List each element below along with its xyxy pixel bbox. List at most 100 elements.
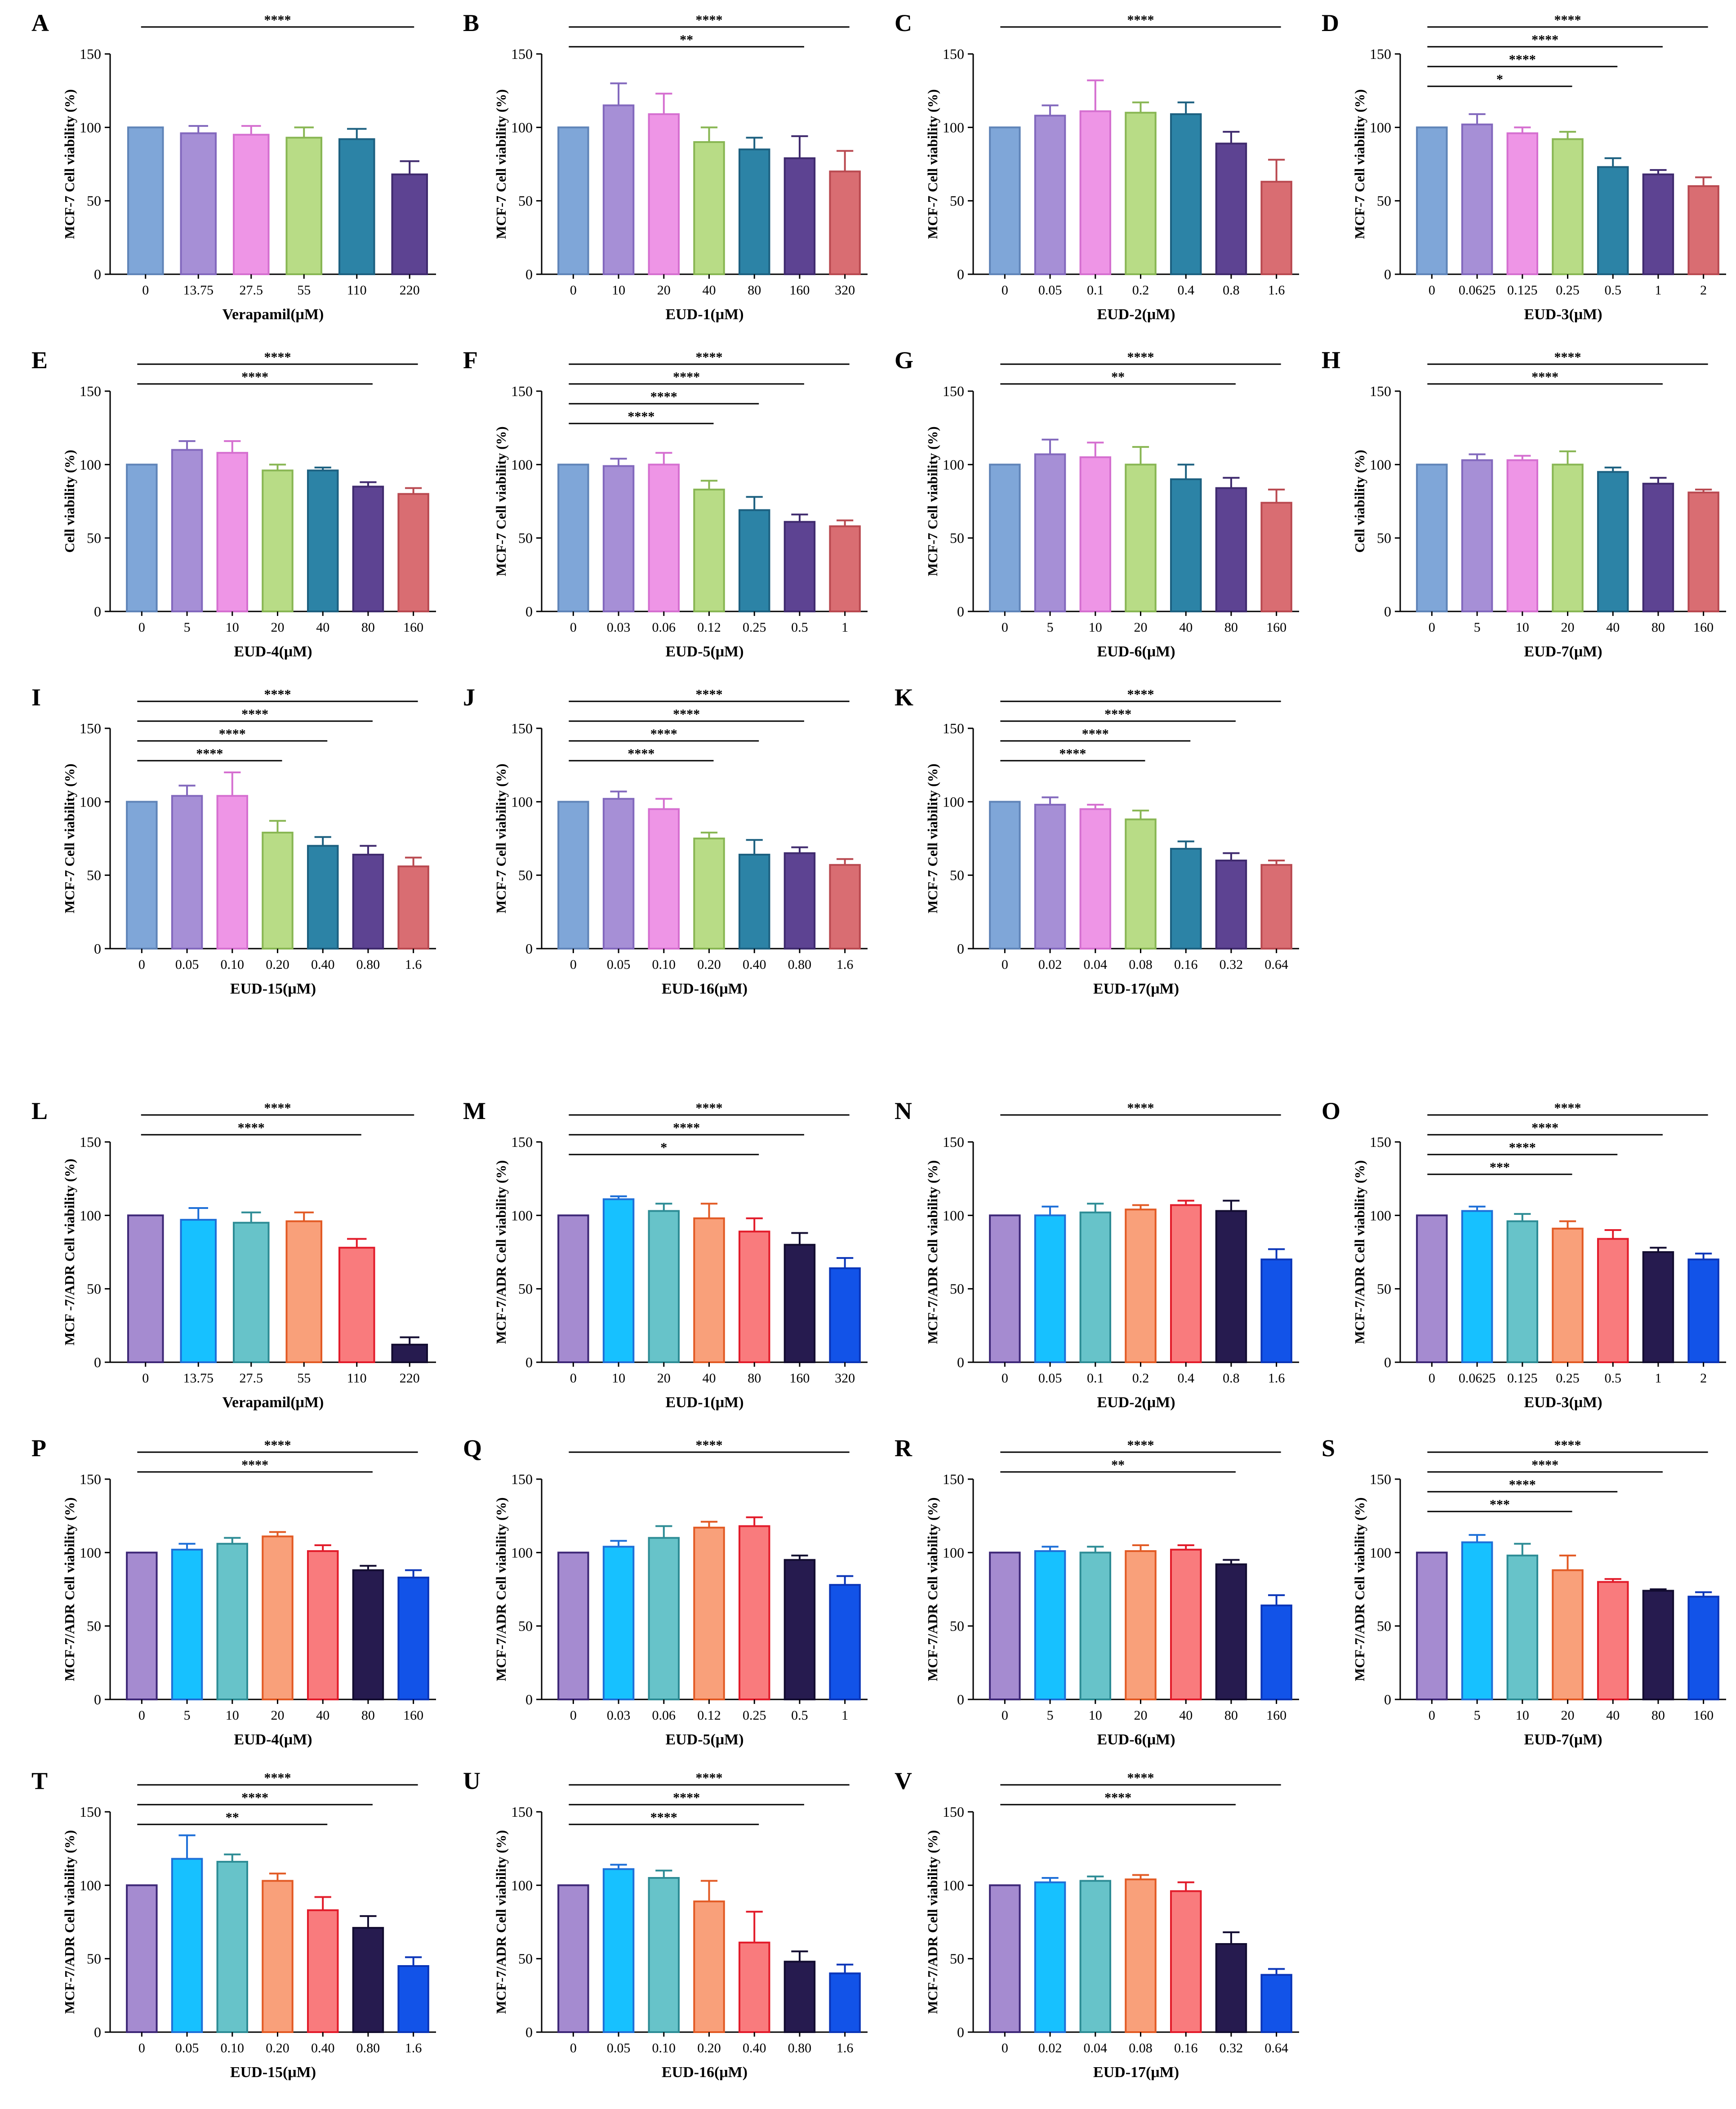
bar [1170, 847, 1202, 950]
y-tick-label: 0 [94, 1691, 101, 1708]
y-tick-label: 0 [94, 266, 101, 282]
significance-label: ** [226, 1810, 239, 1825]
y-tick-label: 150 [80, 1471, 101, 1487]
y-axis-label: MCF-7/ADR Cell viability (%) [925, 1830, 940, 2014]
bar [126, 464, 158, 612]
x-tick-label: 20 [1134, 1708, 1148, 1723]
x-tick-label: 80 [361, 1708, 375, 1723]
bar [216, 1861, 249, 2033]
bar [1642, 1590, 1674, 1700]
x-tick-label: 0.05 [1038, 283, 1062, 298]
x-axis-label: EUD-5(μM) [665, 1731, 743, 1748]
x-tick-label: 0.0625 [1459, 1371, 1496, 1386]
x-tick-label: 160 [1266, 620, 1286, 635]
x-axis-label: EUD-17(μM) [1093, 981, 1179, 997]
bar [126, 1884, 158, 2033]
x-tick-label: 0.05 [607, 2041, 631, 2055]
x-tick-label: 320 [835, 283, 855, 298]
bar [1034, 1881, 1066, 2033]
bar [1125, 1878, 1157, 2033]
y-tick-label: 100 [511, 1207, 533, 1223]
y-axis-label: MCF-7 Cell viability (%) [62, 89, 77, 239]
x-tick-label: 20 [271, 620, 285, 635]
panel-c: C 0 50 100 150 MCF-7 Cell viability (%) 0 0.05 0… [895, 9, 1317, 333]
bar [693, 1900, 725, 2033]
y-tick-label: 150 [511, 1804, 533, 1820]
y-tick-label: 0 [525, 1691, 533, 1708]
y-tick-label: 0 [525, 1354, 533, 1370]
x-tick-label: 0.2 [1132, 283, 1149, 298]
x-axis-label: EUD-15(μM) [230, 981, 316, 997]
y-tick-label: 150 [943, 46, 964, 62]
bar [171, 1548, 203, 1700]
x-tick-label: 160 [403, 1708, 423, 1723]
x-tick-label: 0 [570, 1371, 577, 1386]
x-tick-label: 0.25 [743, 1708, 766, 1723]
bar [1506, 132, 1539, 275]
x-tick-label: 0.40 [743, 957, 766, 972]
x-tick-label: 0.06 [652, 1708, 676, 1723]
panel-p: P 0 50 100 150 MCF-7/ADR Cell viability (%) 0 5… [31, 1434, 454, 1758]
panel-letter: C [895, 9, 912, 36]
bar [738, 1941, 770, 2033]
significance-label: ** [1111, 370, 1125, 384]
significance-label: **** [238, 1120, 265, 1135]
x-tick-label: 1.6 [1268, 283, 1285, 298]
bar [829, 170, 861, 276]
bar [397, 865, 429, 950]
x-tick-label: 0.8 [1223, 283, 1240, 298]
bar-chart-b: 0 50 100 150 MCF-7 Cell viability (%) 0 10 20 40… [493, 13, 868, 323]
significance-label: **** [241, 707, 268, 722]
x-tick-label: 0.40 [311, 957, 335, 972]
y-tick-label: 100 [1370, 1544, 1391, 1561]
bar [232, 1222, 270, 1363]
significance-label: **** [1127, 1438, 1154, 1453]
bar [1079, 456, 1112, 612]
panel-s: S 0 50 100 150 MCF-7/ADR Cell viability (%) 0 5… [1322, 1434, 1736, 1758]
y-tick-label: 0 [94, 2024, 101, 2040]
y-tick-label: 50 [87, 1951, 101, 1967]
x-tick-label: 160 [1693, 1708, 1714, 1723]
x-axis-label: Verapamil(μM) [223, 1394, 324, 1411]
bar [1642, 482, 1674, 612]
y-tick-label: 50 [1377, 1281, 1391, 1297]
x-tick-label: 0.125 [1507, 1371, 1538, 1386]
panel-letter: E [31, 347, 48, 374]
x-tick-label: 1 [841, 620, 848, 635]
y-axis-label: Cell viability (%) [62, 450, 77, 553]
bar [1687, 491, 1719, 612]
x-tick-label: 0.04 [1084, 957, 1108, 972]
significance-label: **** [264, 1770, 291, 1785]
significance-label: **** [1509, 1477, 1536, 1492]
x-tick-label: 1 [841, 1708, 848, 1723]
significance-label: **** [1554, 350, 1581, 365]
bar [1260, 1974, 1292, 2033]
significance-label: **** [1531, 1458, 1558, 1472]
y-tick-label: 0 [525, 266, 533, 282]
bar [1125, 111, 1157, 276]
y-tick-label: 0 [957, 1691, 964, 1708]
x-tick-label: 0 [138, 1708, 145, 1723]
bar [693, 1526, 725, 1701]
x-tick-label: 0.5 [1604, 283, 1621, 298]
x-axis-label: EUD-16(μM) [662, 981, 748, 997]
y-axis-label: MCF-7 Cell viability (%) [925, 89, 940, 239]
bar [307, 1909, 339, 2033]
y-tick-label: 0 [957, 266, 964, 282]
bar [1552, 1569, 1584, 1700]
x-tick-label: 0 [570, 957, 577, 972]
bar [1215, 487, 1247, 612]
bar [127, 126, 164, 275]
y-tick-label: 100 [511, 119, 533, 135]
x-tick-label: 0.04 [1084, 2041, 1108, 2055]
y-tick-label: 0 [957, 941, 964, 957]
y-tick-label: 50 [518, 867, 533, 883]
bar [126, 801, 158, 950]
bar [1687, 185, 1719, 275]
bar [738, 148, 770, 275]
x-tick-label: 40 [1179, 620, 1193, 635]
x-axis-label: EUD-3(μM) [1524, 306, 1602, 323]
panel-letter: K [895, 684, 914, 711]
